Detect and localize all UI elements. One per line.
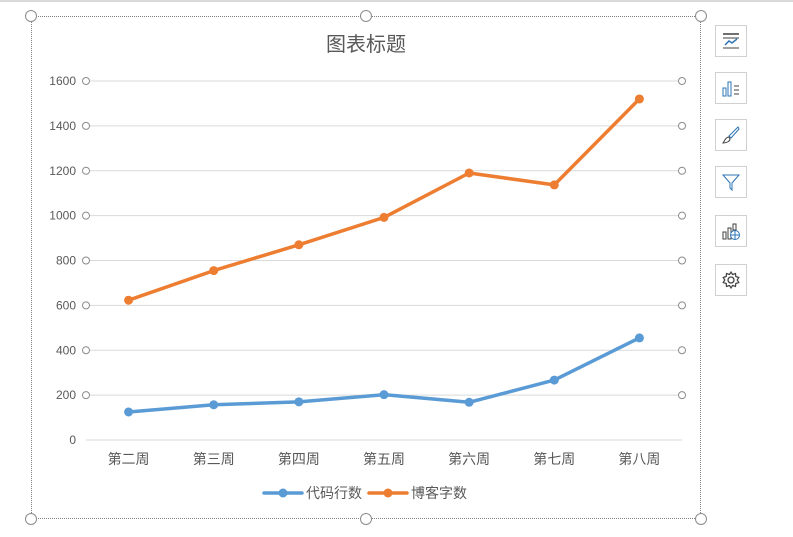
resize-handle-top-center[interactable] [360,10,372,22]
resize-handle-bottom-center[interactable] [360,513,372,525]
axis-marker-right[interactable] [678,121,686,130]
y-tick-label: 200 [56,388,76,402]
data-point[interactable] [464,397,474,407]
axis-marker-left[interactable] [82,77,90,85]
data-point[interactable] [209,400,219,410]
resize-handle-bottom-right[interactable] [695,513,707,525]
axis-marker-left[interactable] [82,391,90,400]
x-tick-label: 第四周 [278,451,320,467]
y-tick-label: 1200 [49,164,76,178]
resize-handle-bottom-left[interactable] [25,513,37,525]
legend-label: 博客字数 [411,485,467,501]
x-tick-label: 第三周 [193,451,235,467]
y-tick-label: 1600 [49,74,76,88]
axis-selection-markers [82,77,686,400]
data-point[interactable] [124,295,134,305]
axis-marker-left[interactable] [82,346,90,355]
axis-marker-left[interactable] [82,121,90,130]
map-chart-button[interactable] [715,215,747,247]
y-tick-label: 0 [69,433,76,447]
gridlines [86,80,682,441]
data-point[interactable] [379,212,389,222]
chart-elements-icon [723,33,739,49]
axis-marker-right[interactable] [678,346,686,355]
data-point[interactable] [549,375,559,385]
data-point[interactable] [294,240,304,250]
axis-marker-right[interactable] [678,301,686,310]
series-lines[interactable] [124,94,644,417]
y-tick-label: 1000 [49,209,76,223]
legend-item[interactable]: 博客字数 [367,485,467,501]
data-point[interactable] [464,168,474,178]
legend-label: 代码行数 [306,485,362,501]
x-tick-label: 第六周 [448,451,490,467]
axis-marker-left[interactable] [82,166,90,175]
legend-swatch-marker [278,488,288,498]
series-line[interactable] [126,336,642,414]
settings-icon [722,270,740,290]
y-axis-labels: 0 200 400 600 800 1000 1200 1400 1600 [49,74,76,447]
data-point[interactable] [549,180,559,190]
axis-marker-left[interactable] [82,211,90,220]
data-point[interactable] [294,397,304,407]
series-line[interactable] [126,97,642,302]
y-tick-label: 600 [56,298,76,312]
legend[interactable]: 代码行数 博客字数 [262,485,467,501]
window-top-border [0,0,793,2]
data-point[interactable] [379,390,389,400]
axis-marker-right[interactable] [678,256,686,265]
legend-item[interactable]: 代码行数 [262,485,362,501]
chart-title[interactable]: 图表标题 [326,33,406,56]
filter-icon [721,174,741,192]
chart-styles-brush-button[interactable] [715,119,747,151]
axis-marker-right[interactable] [678,211,686,220]
data-point[interactable] [634,94,644,104]
y-tick-label: 800 [56,254,76,268]
x-axis-labels: 第二周 第三周 第四周 第五周 第六周 第七周 第八周 [108,451,661,467]
data-point[interactable] [209,266,219,276]
map-chart-icon [722,223,740,240]
axis-marker-right[interactable] [678,391,686,400]
series-2[interactable] [124,94,644,305]
chart-style-button[interactable] [715,72,747,104]
data-point[interactable] [634,333,644,343]
axis-marker-left[interactable] [82,256,90,265]
x-tick-label: 第二周 [108,451,150,467]
data-point[interactable] [124,407,134,417]
brush-icon [722,126,740,144]
x-tick-label: 第八周 [618,451,660,467]
y-tick-label: 1400 [49,119,76,133]
chart-style-icon [722,81,739,97]
chart-filters-button[interactable] [715,166,747,198]
resize-handle-top-right[interactable] [695,10,707,22]
axis-marker-right[interactable] [678,166,686,175]
x-tick-label: 第七周 [533,451,575,467]
x-tick-label: 第五周 [363,451,405,467]
y-tick-label: 400 [56,343,76,357]
chart-settings-button[interactable] [715,264,747,296]
series-1[interactable] [124,333,644,417]
axis-marker-left[interactable] [82,301,90,310]
resize-handle-top-left[interactable] [25,10,37,22]
legend-swatch-marker [383,488,393,498]
axis-marker-right[interactable] [678,77,686,85]
chart-elements-button[interactable] [715,25,747,57]
